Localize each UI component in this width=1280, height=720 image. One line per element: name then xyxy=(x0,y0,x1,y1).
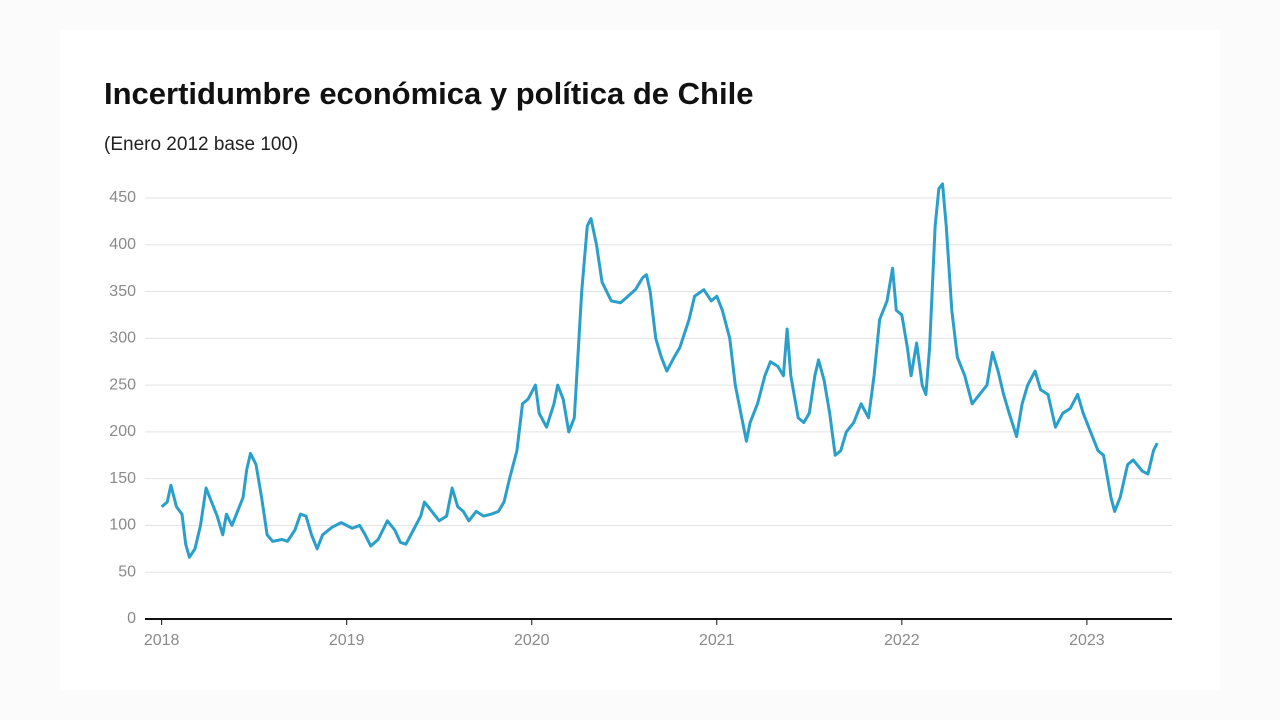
chart-subtitle: (Enero 2012 base 100) xyxy=(104,134,298,155)
y-tick-label: 300 xyxy=(109,330,136,347)
chart-title: Incertidumbre económica y política de Ch… xyxy=(104,76,753,111)
y-tick-label: 150 xyxy=(109,470,136,487)
x-tick-label: 2021 xyxy=(699,632,735,649)
x-tick-label: 2022 xyxy=(884,632,920,649)
data-line xyxy=(160,182,1159,559)
y-tick-label: 250 xyxy=(109,376,136,393)
x-tick-label: 2023 xyxy=(1069,632,1105,649)
y-tick-label: 400 xyxy=(109,236,136,253)
y-tick-label: 450 xyxy=(109,189,136,206)
y-tick-label: 0 xyxy=(127,610,136,627)
y-tick-label: 200 xyxy=(109,423,136,440)
x-tick-label: 2019 xyxy=(329,632,365,649)
x-tick-label: 2020 xyxy=(514,632,550,649)
x-tick-label: 2018 xyxy=(144,632,180,649)
chart-background xyxy=(60,30,1220,690)
y-tick-label: 100 xyxy=(109,517,136,534)
y-tick-label: 350 xyxy=(109,283,136,300)
y-tick-label: 50 xyxy=(118,563,136,580)
